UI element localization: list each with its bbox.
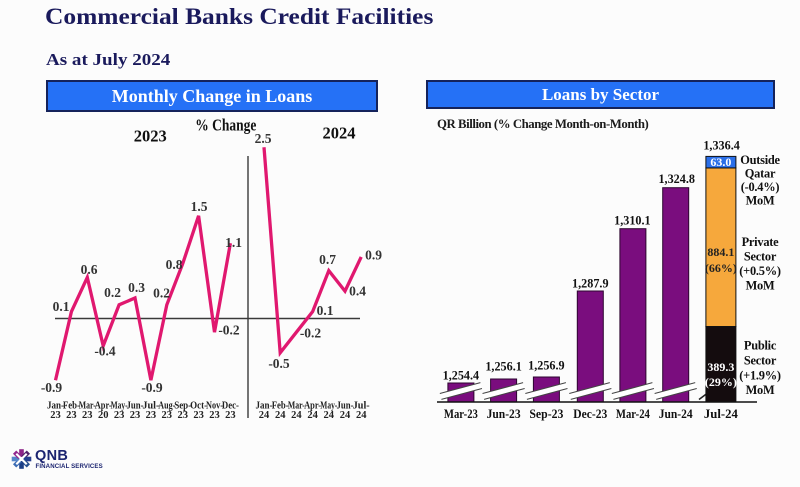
svg-text:Oct-: Oct- — [190, 401, 207, 412]
svg-text:20: 20 — [98, 410, 109, 421]
svg-text:0.1: 0.1 — [317, 303, 334, 318]
svg-text:0.7: 0.7 — [319, 252, 336, 267]
svg-text:Mar-: Mar- — [79, 401, 96, 412]
svg-text:Mar-: Mar- — [288, 401, 305, 412]
svg-text:Jun-24: Jun-24 — [659, 407, 694, 421]
svg-text:(66%): (66%) — [705, 261, 737, 275]
svg-text:May-: May- — [320, 401, 337, 412]
svg-text:Jul-: Jul- — [142, 401, 159, 412]
svg-text:23: 23 — [162, 410, 173, 421]
svg-text:24: 24 — [291, 410, 302, 421]
svg-text:Sep-23: Sep-23 — [529, 407, 563, 421]
svg-text:2.5: 2.5 — [255, 131, 272, 146]
svg-text:Apr-: Apr- — [95, 401, 112, 412]
svg-text:(+0.5%): (+0.5%) — [739, 264, 781, 278]
svg-text:Dec-: Dec- — [222, 401, 239, 412]
svg-text:Feb-: Feb- — [63, 401, 80, 412]
svg-text:Private: Private — [742, 235, 780, 249]
svg-text:Mar-24: Mar-24 — [616, 407, 651, 421]
svg-text:Apr-: Apr- — [304, 401, 321, 412]
svg-text:QNB: QNB — [35, 448, 68, 464]
svg-text:(29%): (29%) — [705, 375, 737, 389]
svg-text:Feb-: Feb- — [272, 401, 289, 412]
svg-text:MoM: MoM — [746, 383, 775, 397]
svg-text:23: 23 — [146, 410, 157, 421]
svg-text:24: 24 — [340, 410, 351, 421]
svg-text:0.8: 0.8 — [166, 257, 183, 272]
svg-text:0.9: 0.9 — [365, 248, 382, 263]
svg-text:-0.2: -0.2 — [218, 323, 240, 338]
svg-text:23: 23 — [177, 410, 188, 421]
svg-text:24: 24 — [275, 410, 286, 421]
svg-text:MoM: MoM — [746, 279, 775, 293]
svg-text:389.3: 389.3 — [707, 360, 734, 374]
svg-text:2023: 2023 — [134, 127, 167, 146]
svg-text:Jul-24: Jul-24 — [704, 407, 739, 421]
svg-text:0.3: 0.3 — [128, 280, 145, 295]
svg-text:23: 23 — [114, 410, 125, 421]
svg-text:1.1: 1.1 — [225, 235, 242, 250]
svg-text:Sector: Sector — [744, 354, 777, 368]
svg-text:1.5: 1.5 — [191, 199, 208, 214]
svg-text:Sep-: Sep- — [174, 401, 191, 412]
svg-text:Jun-23: Jun-23 — [487, 407, 521, 421]
svg-text:23: 23 — [66, 410, 77, 421]
svg-text:Jul-: Jul- — [353, 401, 370, 412]
svg-text:23: 23 — [50, 410, 61, 421]
svg-text:884.1: 884.1 — [707, 245, 734, 259]
svg-text:Qatar: Qatar — [745, 167, 776, 181]
svg-text:24: 24 — [324, 410, 335, 421]
svg-text:FINANCIAL SERVICES: FINANCIAL SERVICES — [36, 463, 103, 470]
svg-text:24: 24 — [356, 410, 367, 421]
svg-text:24: 24 — [307, 410, 318, 421]
svg-text:Mar-23: Mar-23 — [444, 407, 478, 421]
svg-text:Public: Public — [744, 339, 777, 353]
svg-text:(-0.4%): (-0.4%) — [741, 180, 780, 194]
svg-text:1,256.9: 1,256.9 — [528, 359, 565, 373]
svg-text:-0.5: -0.5 — [268, 356, 290, 371]
svg-text:MoM: MoM — [746, 194, 775, 208]
svg-text:0.2: 0.2 — [153, 286, 170, 301]
svg-text:2024: 2024 — [323, 124, 356, 143]
svg-text:% Change: % Change — [195, 116, 256, 135]
svg-text:Aug-: Aug- — [158, 401, 175, 412]
svg-text:Sector: Sector — [744, 250, 777, 264]
svg-text:1,324.8: 1,324.8 — [658, 172, 695, 186]
svg-text:1,256.1: 1,256.1 — [485, 360, 522, 374]
svg-text:63.0: 63.0 — [710, 155, 731, 169]
svg-text:-0.2: -0.2 — [300, 326, 322, 341]
svg-text:Dec-23: Dec-23 — [573, 407, 607, 421]
svg-text:24: 24 — [259, 410, 270, 421]
svg-text:0.1: 0.1 — [53, 299, 70, 314]
svg-text:-0.4: -0.4 — [94, 344, 116, 359]
svg-text:23: 23 — [225, 410, 236, 421]
svg-text:0.2: 0.2 — [104, 285, 121, 300]
svg-text:-0.9: -0.9 — [141, 380, 163, 395]
svg-text:23: 23 — [82, 410, 93, 421]
svg-text:23: 23 — [209, 410, 220, 421]
svg-text:May-: May- — [111, 401, 128, 412]
svg-text:Jan-: Jan- — [256, 401, 273, 412]
svg-text:(+1.9%): (+1.9%) — [739, 369, 781, 383]
svg-text:Nov-: Nov- — [206, 401, 223, 412]
svg-text:-0.9: -0.9 — [41, 380, 63, 395]
svg-text:Jun-: Jun- — [127, 401, 144, 412]
svg-text:23: 23 — [130, 410, 141, 421]
svg-text:0.4: 0.4 — [349, 284, 366, 299]
svg-text:Outside: Outside — [740, 153, 780, 167]
svg-text:Jun-: Jun- — [337, 401, 354, 412]
svg-text:1,336.4: 1,336.4 — [703, 139, 740, 153]
svg-text:0.6: 0.6 — [81, 262, 98, 277]
svg-text:1,287.9: 1,287.9 — [572, 277, 609, 291]
svg-text:1,254.4: 1,254.4 — [443, 369, 480, 383]
svg-text:1,310.1: 1,310.1 — [614, 214, 651, 228]
svg-text:Jan-: Jan- — [47, 401, 64, 412]
svg-text:23: 23 — [193, 410, 204, 421]
